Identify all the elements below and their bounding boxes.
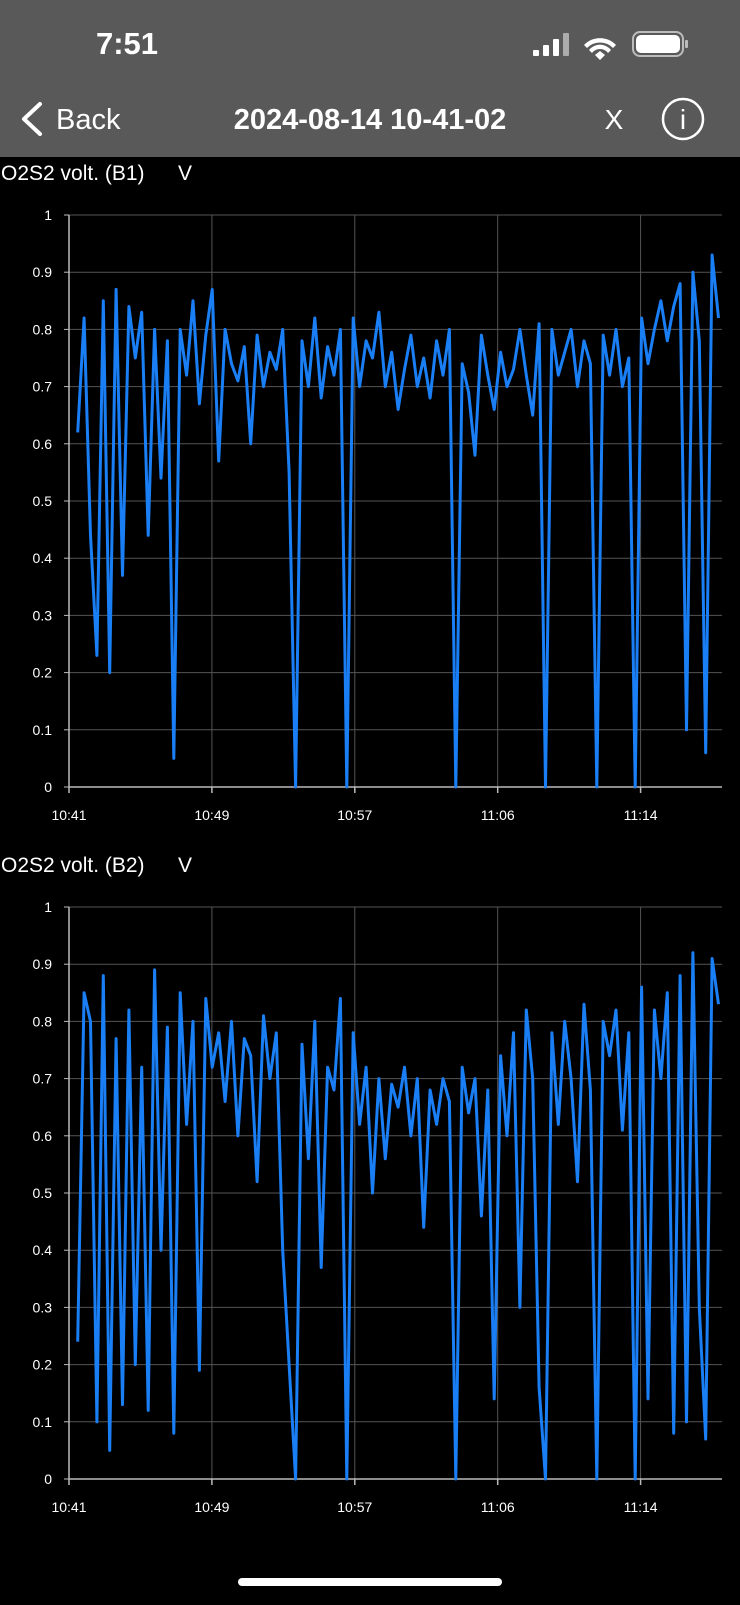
y-tick-label: 0.6 <box>33 1128 53 1144</box>
data-line <box>76 951 720 1481</box>
back-label[interactable]: Back <box>56 104 121 136</box>
x-tick-label: 10:49 <box>194 807 229 823</box>
y-tick-label: 0.7 <box>33 379 53 395</box>
x-tick-label: 11:06 <box>481 807 515 823</box>
y-tick-label: 0.5 <box>33 1185 53 1201</box>
x-tick-label: 10:41 <box>51 807 86 823</box>
y-tick-label: 0.5 <box>33 493 53 509</box>
info-label[interactable]: i <box>680 104 686 135</box>
y-tick-label: 1 <box>44 207 52 223</box>
x-tick-label: 11:06 <box>481 1499 515 1515</box>
x-tick-label: 10:49 <box>194 1499 229 1515</box>
nav-title: 2024-08-14 10-41-02 <box>234 104 506 136</box>
data-line <box>76 253 720 789</box>
y-tick-label: 0.7 <box>33 1071 53 1087</box>
x-tick-label: 10:57 <box>337 807 372 823</box>
y-tick-label: 0.3 <box>33 1299 53 1315</box>
y-tick-label: 0.1 <box>33 722 53 738</box>
y-tick-label: 0 <box>44 1471 52 1487</box>
chart-title: O2S2 volt. (B1) <box>1 162 145 185</box>
y-tick-label: 0.4 <box>33 1242 53 1258</box>
y-tick-label: 0.1 <box>33 1414 53 1430</box>
chart: O2S2 volt. (B1) V 0 0.1 0.2 0.3 0.4 0.5 0.6 0.7 0.… <box>1 162 722 823</box>
back-button[interactable]: Back <box>22 102 121 136</box>
close-button[interactable]: X <box>605 104 624 135</box>
y-tick-label: 0.9 <box>33 956 53 972</box>
chart-unit: V <box>178 162 192 185</box>
x-tick-label: 10:57 <box>337 1499 372 1515</box>
x-tick-label: 11:14 <box>624 807 658 823</box>
x-tick-label: 11:14 <box>624 1499 658 1515</box>
home-indicator <box>238 1578 502 1586</box>
chart-title: O2S2 volt. (B2) <box>1 854 145 877</box>
header-bg <box>0 0 740 157</box>
status-icons <box>533 31 688 60</box>
y-tick-label: 0.8 <box>33 1013 53 1029</box>
y-tick-label: 0.6 <box>33 436 53 452</box>
x-tick-label: 10:41 <box>51 1499 86 1515</box>
y-tick-label: 0 <box>44 779 52 795</box>
y-tick-label: 0.9 <box>33 264 53 280</box>
y-tick-label: 0.8 <box>33 321 53 337</box>
info-button[interactable]: i <box>661 97 705 141</box>
y-tick-label: 0.2 <box>33 665 53 681</box>
chart: O2S2 volt. (B2) V 0 0.1 0.2 0.3 0.4 0.5 0.6 0.7 0.… <box>1 854 722 1515</box>
status-time: 7:51 <box>96 26 158 61</box>
y-tick-label: 1 <box>44 899 52 915</box>
chart-unit: V <box>178 854 192 877</box>
y-tick-label: 0.4 <box>33 550 53 566</box>
y-tick-label: 0.2 <box>33 1357 53 1373</box>
y-tick-label: 0.3 <box>33 607 53 623</box>
